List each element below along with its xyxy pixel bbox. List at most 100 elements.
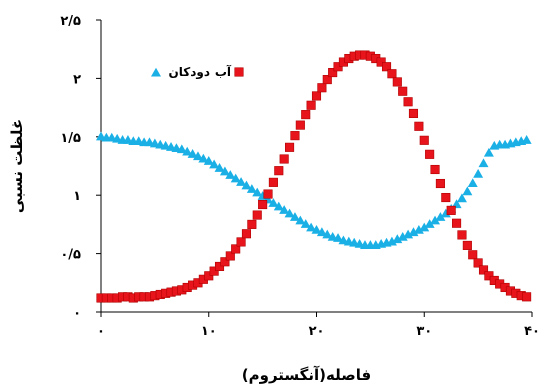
dodecane-point (295, 215, 306, 225)
dodecane-point (408, 227, 419, 237)
x-tick-label: ۰ (97, 324, 105, 339)
dodecane-point (203, 156, 214, 165)
series-layer (96, 50, 532, 303)
dodecane-point (462, 186, 473, 196)
water-point (317, 83, 327, 93)
dodecane-point (268, 198, 279, 207)
water-point (301, 110, 311, 120)
water-point (220, 257, 230, 267)
water-point (462, 240, 472, 250)
water-point (263, 189, 273, 199)
y-tick-label: ۱ (73, 189, 81, 204)
dodecane-point (483, 147, 494, 157)
dodecane-point (182, 146, 193, 156)
water-point (414, 121, 424, 131)
legend-dodecane-marker (151, 67, 161, 77)
dodecane-point (219, 166, 230, 176)
dodecane-point (214, 163, 225, 172)
dodecane-point (300, 219, 311, 228)
dodecane-point (467, 178, 478, 188)
dodecane-point (521, 135, 532, 144)
dodecane-point (289, 212, 300, 221)
water-point (452, 218, 462, 228)
dodecane-point (225, 170, 236, 179)
water-point (381, 62, 392, 72)
dodecane-point (397, 231, 408, 241)
dodecane-point (440, 208, 451, 218)
water-point (290, 131, 300, 141)
dodecane-point (435, 212, 446, 221)
water-point (468, 250, 478, 260)
water-point (387, 69, 397, 79)
water-point (457, 230, 467, 240)
water-point (209, 266, 219, 276)
water-point (274, 166, 284, 176)
dodecane-point (176, 144, 187, 154)
water-point (311, 91, 322, 101)
water-point (484, 271, 494, 281)
water-point (376, 57, 386, 67)
water-point (252, 210, 262, 220)
dodecane-point (252, 187, 263, 197)
dodecane-point (279, 205, 290, 214)
dodecane-point (246, 184, 257, 193)
water-point (204, 271, 214, 281)
dodecane-point (456, 193, 467, 203)
water-point (392, 77, 402, 87)
water-point (441, 192, 451, 203)
dodecane-point (333, 233, 344, 242)
y-tick-label: ۲ (73, 72, 81, 87)
dodecane-point (198, 153, 209, 163)
y-tick-label: ۰ (73, 306, 81, 321)
water-point (430, 164, 440, 175)
water-point (268, 177, 278, 187)
dodecane-point (311, 224, 322, 234)
water-point (225, 251, 235, 261)
water-point (398, 86, 408, 96)
water-point (408, 108, 419, 118)
water-point (214, 261, 225, 271)
water-point (231, 244, 241, 254)
y-axis-title: غلظت نسبی (8, 119, 26, 213)
dodecane-point (306, 222, 317, 232)
dodecane-point (386, 236, 397, 246)
dodecane-point (236, 177, 247, 186)
dodecane-point (273, 201, 284, 211)
legend-dodecane-label: دودکان (168, 65, 210, 80)
y-tick-label: ۲/۵ (60, 14, 81, 29)
water-point (446, 205, 456, 215)
dodecane-point (316, 227, 327, 237)
dodecane-point (413, 224, 424, 234)
water-point (419, 135, 429, 145)
water-point (295, 120, 305, 130)
water-point (425, 149, 435, 159)
dodecane-point (430, 215, 441, 225)
y-tick-label: ۰/۵ (60, 248, 81, 263)
legend: آب دودکان (151, 64, 244, 80)
series-dodecane (96, 131, 532, 249)
water-point (247, 219, 257, 229)
water-point (258, 199, 268, 210)
dodecane-point (392, 234, 403, 244)
dodecane-point (230, 173, 241, 183)
water-point (306, 100, 316, 110)
axes (100, 20, 532, 313)
water-point (328, 68, 338, 78)
x-tick-label: ۴۰ (524, 324, 540, 339)
y-axis-ticks: ۰ ۰/۵ ۱ ۱/۵ ۲ ۲/۵ (60, 14, 101, 321)
x-axis-ticks: ۰ ۱۰ ۲۰ ۳۰ ۴۰ (97, 312, 540, 339)
water-point (322, 75, 332, 85)
dodecane-point (209, 159, 220, 169)
dodecane-point (473, 168, 484, 178)
water-point (522, 292, 532, 302)
x-axis-title: فاصله(آنگستروم) (242, 366, 371, 384)
x-tick-label: ۳۰ (416, 324, 432, 339)
water-point (241, 229, 252, 239)
dodecane-point (403, 229, 414, 239)
dodecane-point (424, 219, 435, 228)
series-water (96, 50, 532, 303)
water-point (435, 178, 445, 189)
water-point (403, 97, 413, 107)
legend-water-label: آب (215, 64, 232, 79)
